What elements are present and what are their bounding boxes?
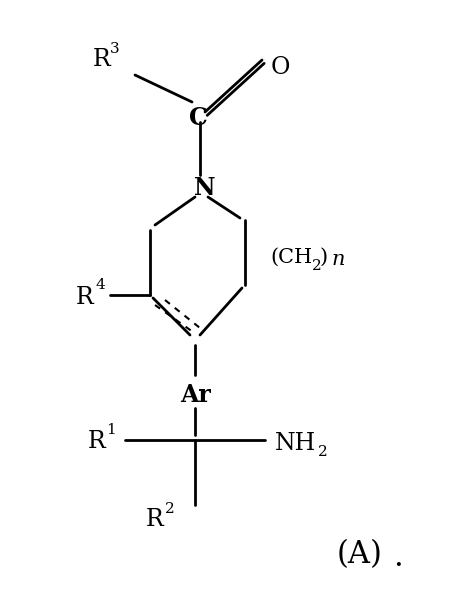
Text: 4: 4	[95, 278, 105, 292]
Text: (CH: (CH	[270, 248, 312, 267]
Text: N: N	[194, 176, 216, 200]
Text: ): )	[320, 248, 328, 267]
Text: R: R	[76, 286, 94, 308]
Text: 2: 2	[312, 259, 322, 272]
Text: 2: 2	[318, 445, 328, 459]
Text: R: R	[146, 509, 164, 532]
Text: (A): (A)	[337, 539, 383, 571]
Text: R: R	[93, 49, 111, 71]
Text: O: O	[270, 56, 290, 79]
Text: NH: NH	[274, 433, 315, 455]
Text: C: C	[189, 106, 207, 130]
Text: .: .	[393, 542, 403, 574]
Text: 3: 3	[110, 42, 120, 56]
Text: R: R	[88, 431, 106, 454]
Text: Ar: Ar	[180, 383, 211, 407]
Text: 1: 1	[106, 423, 116, 437]
Text: 2: 2	[165, 502, 175, 516]
Text: n: n	[332, 250, 346, 269]
